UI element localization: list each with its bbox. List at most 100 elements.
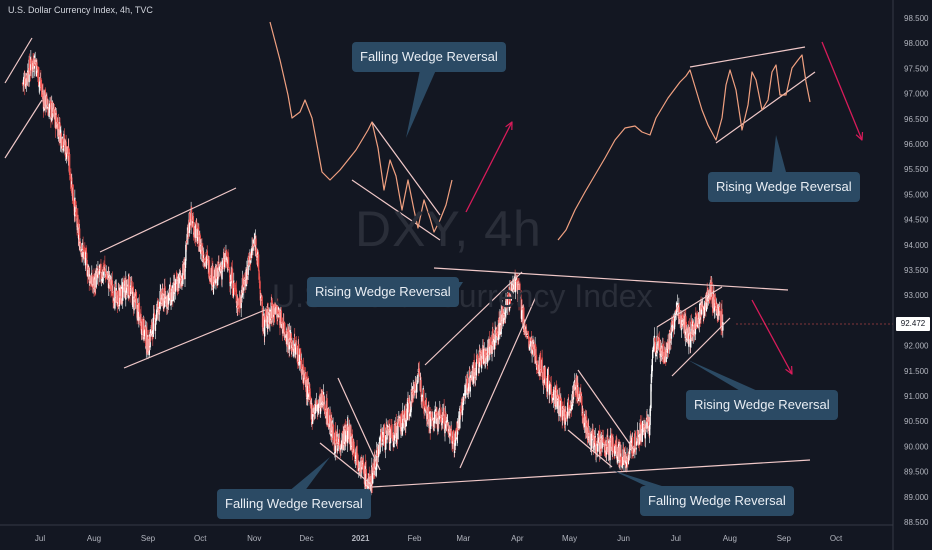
candle-body: [449, 427, 451, 434]
candle-body: [690, 319, 693, 329]
candle-body: [136, 304, 139, 321]
candle-body: [613, 449, 615, 454]
candle-body: [150, 329, 152, 337]
candle-body: [122, 279, 125, 283]
candle-body: [695, 314, 697, 330]
candle-body: [572, 385, 575, 400]
candle-body: [642, 424, 644, 427]
candle-body: [441, 422, 443, 426]
candle-body: [505, 297, 507, 313]
candle-body: [278, 316, 281, 318]
candle-body: [328, 409, 330, 424]
candle-body: [187, 223, 190, 232]
y-tick-label: 94.000: [904, 241, 929, 250]
candle-body: [707, 288, 709, 297]
candle-body: [295, 343, 297, 346]
candle-body: [362, 461, 365, 474]
candle-body: [528, 341, 531, 350]
candle-body: [235, 289, 238, 304]
candle-body: [677, 305, 679, 308]
candle-body: [652, 350, 654, 359]
candle-body: [550, 383, 552, 384]
candle-body: [415, 383, 417, 390]
candle-body: [315, 401, 317, 409]
candle-body: [576, 375, 578, 397]
candle-body: [361, 458, 363, 468]
candle-body: [609, 439, 611, 461]
candle-body: [365, 468, 367, 474]
callout-rising-wedge-top: Rising Wedge Reversal: [708, 172, 860, 202]
candle-body: [197, 228, 199, 235]
candle-body: [33, 70, 35, 72]
y-tick-label: 97.000: [904, 90, 929, 99]
candles-group: [21, 49, 724, 496]
candle-body: [648, 425, 651, 436]
candle-body: [84, 250, 86, 257]
y-tick-label: 92.000: [904, 342, 929, 351]
candle-body: [27, 72, 29, 81]
candle-body: [244, 280, 246, 286]
candle-body: [206, 254, 208, 262]
candle-body: [350, 433, 353, 437]
candle-body: [644, 426, 647, 439]
candle-body: [483, 349, 485, 351]
y-tick-label: 93.000: [904, 291, 929, 300]
candle-body: [115, 288, 117, 298]
candle-body: [656, 335, 658, 354]
candle-body: [649, 405, 652, 411]
candle-body: [604, 445, 607, 451]
wedge-line: [4, 99, 43, 159]
arrow-down-right-head: [785, 365, 793, 375]
candle-body: [574, 380, 576, 383]
candle-body: [510, 283, 513, 293]
candle-body: [337, 442, 340, 444]
candle-body: [585, 416, 588, 434]
candle-body: [593, 446, 595, 451]
candle-body: [293, 348, 295, 357]
candle-body: [311, 413, 314, 424]
candle-body: [404, 410, 407, 427]
candle-body: [591, 433, 593, 436]
candle-body: [405, 420, 407, 422]
candle-body: [192, 219, 194, 222]
candle-body: [48, 107, 50, 118]
candle-body: [555, 386, 558, 392]
candle-body: [636, 437, 638, 443]
candle-body: [354, 452, 356, 459]
candle-body: [385, 435, 387, 450]
candle-body: [347, 423, 349, 427]
candle-body: [47, 106, 49, 109]
candle-body: [313, 412, 315, 415]
candle-body: [455, 430, 457, 440]
candle-body: [513, 287, 515, 289]
candle-body: [483, 349, 485, 364]
candle-body: [267, 307, 269, 317]
candle-body: [493, 340, 496, 350]
candle-body: [645, 419, 648, 422]
candle-body: [640, 433, 642, 441]
candle-body: [624, 453, 626, 464]
arrow-down-right: [751, 299, 793, 375]
candle-body: [591, 433, 593, 449]
candle-body: [192, 220, 194, 224]
candle-body: [445, 413, 447, 421]
candle-body: [122, 282, 124, 301]
candle-body: [102, 271, 105, 276]
candle-body: [537, 367, 539, 370]
candle-body: [296, 348, 298, 353]
sketch-falling-wedge: [269, 21, 453, 233]
candle-body: [381, 443, 383, 445]
candle-body: [284, 334, 286, 336]
candle-body: [34, 62, 37, 64]
x-tick-label: Jul: [35, 534, 45, 543]
candle-body: [28, 59, 30, 83]
candle-body: [96, 274, 99, 278]
candle-body: [332, 424, 335, 440]
candle-body: [700, 309, 703, 315]
candle-body: [184, 259, 187, 269]
candle-body: [289, 331, 291, 343]
candle-body: [693, 323, 695, 331]
candle-body: [301, 359, 303, 369]
candle-body: [421, 395, 423, 402]
candle-body: [403, 414, 406, 422]
